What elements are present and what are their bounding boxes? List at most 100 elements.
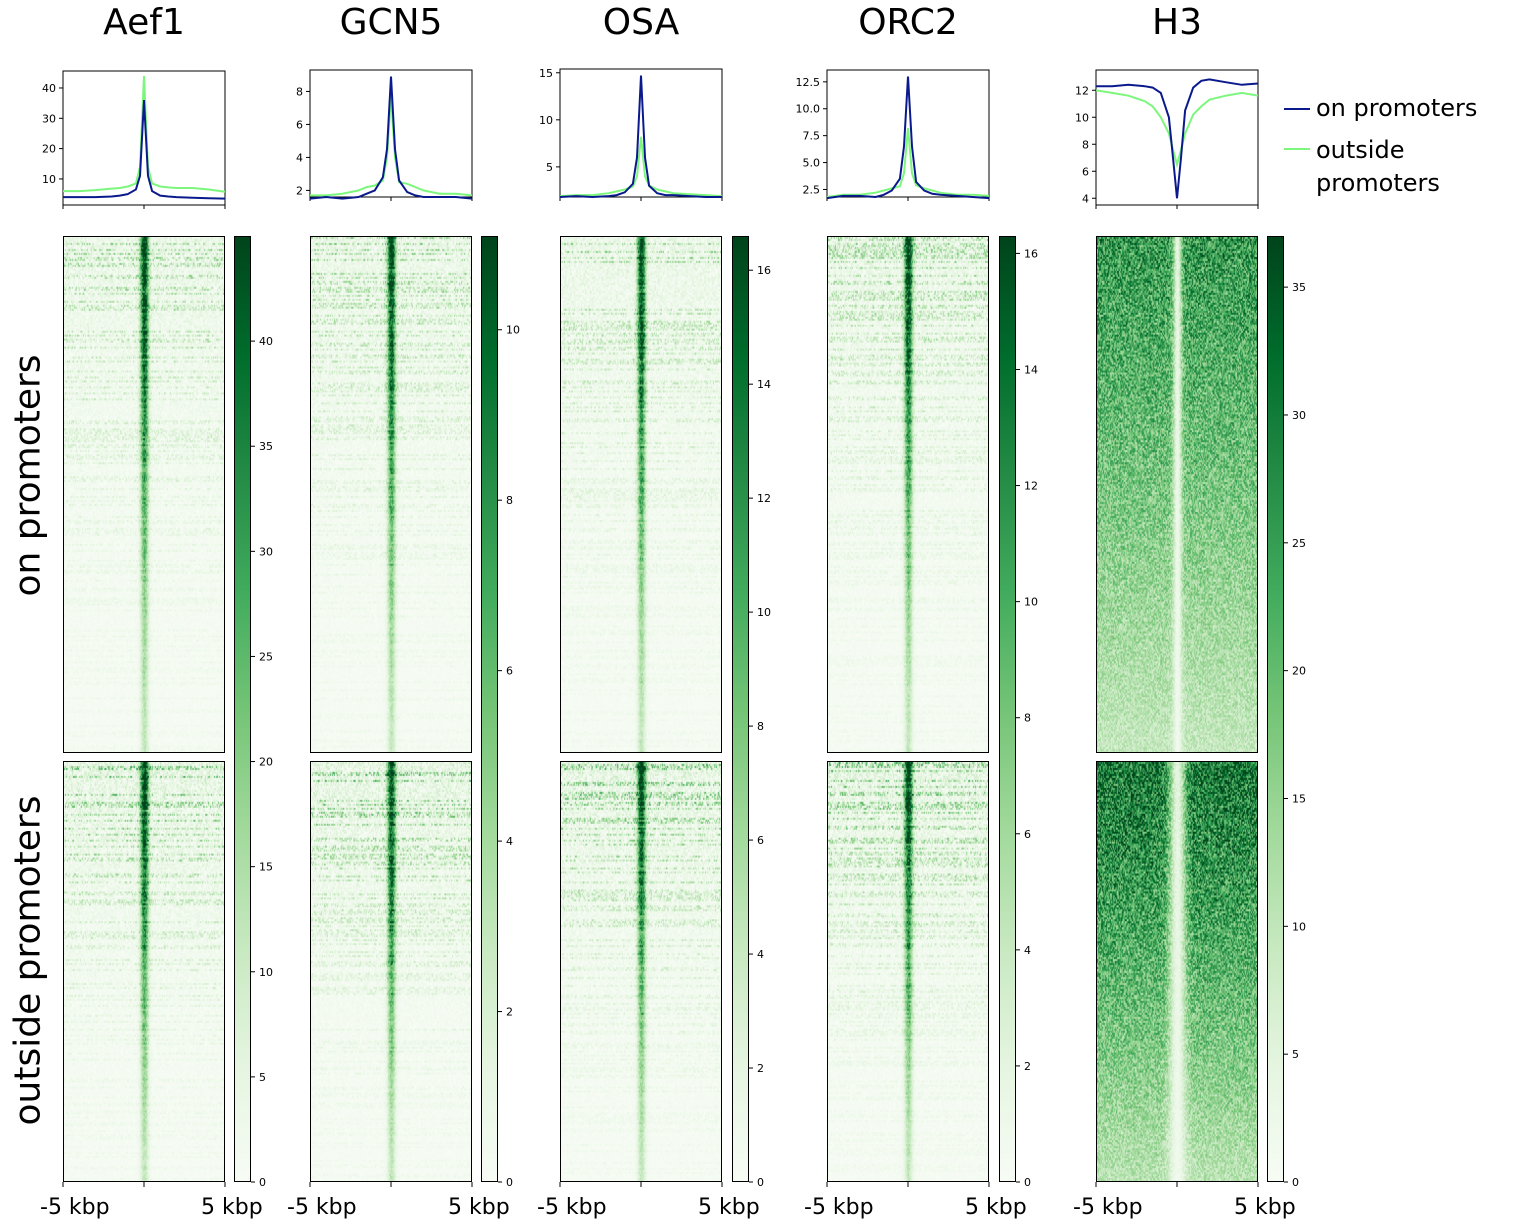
y-tick-label: 12	[1075, 84, 1089, 97]
colorbar-axis-orc2: 0 2 4 6 8 10 12 14 16	[1016, 247, 1038, 1189]
colorbar-tick-label: 20	[259, 756, 273, 769]
colorbar-tick-label: 15	[259, 861, 273, 874]
profile-plot-orc2: 2.5 5.0 7.5 10.0 12.5	[796, 69, 990, 201]
colorbar-tick-label: 10	[506, 324, 520, 337]
legend-swatch	[1284, 108, 1310, 110]
colorbar-tick-label: 25	[259, 650, 273, 663]
x-tick-label-right: 5 kbp	[201, 1195, 263, 1220]
profile-line-outside-promoters	[559, 136, 723, 198]
profile-line-on-promoters	[63, 100, 226, 200]
heatmap-x-ticks	[826, 1182, 990, 1187]
colorbar-tick-label: 5	[259, 1071, 266, 1084]
colorbar-tick-label: 16	[1024, 247, 1038, 260]
heatmap-aef1-on-promoters	[63, 236, 225, 753]
colorbar-tick-label: 15	[1292, 792, 1306, 805]
colorbar-tick-label: 4	[506, 835, 513, 848]
y-tick-label: 2	[296, 184, 303, 197]
profile-plot-h3: 4 6 8 10 12	[1075, 69, 1259, 209]
colorbar-tick-label: 12	[757, 492, 771, 505]
panel-title-aef1: Aef1	[103, 2, 185, 43]
colorbar-tick-label: 20	[1292, 665, 1306, 678]
colorbar-tick-label: 2	[757, 1062, 764, 1075]
y-tick-label: 10	[539, 114, 553, 127]
profile-line-outside-promoters	[63, 75, 226, 193]
profile-frame	[1095, 69, 1259, 206]
y-tick-label: 30	[42, 112, 56, 125]
colorbar-tick-label: 30	[1292, 409, 1306, 422]
x-tick-label-right: 5 kbp	[698, 1195, 760, 1220]
heatmap-orc2-outside-promoters	[827, 761, 989, 1182]
legend-entry-on-promoters: on promoters	[1284, 92, 1477, 124]
x-tick-label-left: -5 kbp	[40, 1195, 110, 1220]
colorbar-tick-label: 40	[259, 335, 273, 348]
x-tick-label-right: 5 kbp	[448, 1195, 510, 1220]
y-tick-label: 5.0	[803, 157, 821, 170]
y-tick-label: 40	[42, 82, 56, 95]
y-tick-label: 10	[1075, 111, 1089, 124]
profile-line-on-promoters	[826, 76, 990, 200]
y-tick-label: 6	[296, 118, 303, 131]
colorbar-tick-label: 6	[506, 665, 513, 678]
colorbar-gcn5	[481, 236, 498, 1182]
profile-plot-aef1: 10 20 30 40	[42, 70, 226, 209]
colorbar-tick-label: 6	[757, 834, 764, 847]
colorbar-tick-label: 6	[1024, 828, 1031, 841]
profile-line-on-promoters	[309, 76, 473, 200]
colorbar-axis-aef1: 0 5 10 15 20 25 30 35 40	[251, 335, 273, 1189]
colorbar-tick-label: 4	[757, 948, 764, 961]
legend-label: outside promoters	[1316, 136, 1440, 197]
colorbar-axis-osa: 0 2 4 6 8 10 12 14 16	[749, 264, 771, 1189]
colorbar-tick-label: 14	[757, 378, 771, 391]
profile-plot-gcn5: 2 4 6 8	[296, 69, 473, 201]
y-tick-label: 20	[42, 143, 56, 156]
colorbar-axis-gcn5: 0 2 4 6 8 10	[498, 324, 520, 1189]
colorbar-osa	[732, 236, 749, 1182]
profile-line-outside-promoters	[1095, 89, 1259, 169]
heatmap-gcn5-outside-promoters	[310, 761, 472, 1182]
profile-line-outside-promoters	[310, 96, 473, 197]
y-tick-label: 7.5	[803, 130, 821, 143]
y-tick-label: 10.0	[796, 103, 821, 116]
y-tick-label: 10	[42, 173, 56, 186]
colorbar-tick-label: 16	[757, 264, 771, 277]
x-tick-label-left: -5 kbp	[804, 1195, 874, 1220]
profile-line-outside-promoters	[826, 128, 990, 198]
y-tick-label: 8	[296, 85, 303, 98]
colorbar-tick-label: 35	[1292, 281, 1306, 294]
profile-line-on-promoters	[1096, 78, 1259, 199]
legend: on promoters outside promoters	[1284, 92, 1477, 199]
panel-title-gcn5: GCN5	[339, 2, 443, 43]
x-tick-label-right: 5 kbp	[1234, 1195, 1296, 1220]
heatmap-osa-outside-promoters	[560, 761, 722, 1182]
row-label-outside-promoters: outside promoters	[7, 795, 49, 1126]
heatmap-aef1-outside-promoters	[63, 761, 225, 1182]
y-tick-label: 12.5	[796, 76, 821, 89]
heatmap-x-ticks	[1095, 1182, 1259, 1187]
colorbar-tick-label: 5	[1292, 1048, 1299, 1061]
colorbar-tick-label: 10	[259, 966, 273, 979]
colorbar-tick-label: 14	[1024, 363, 1038, 376]
y-tick-label: 15	[539, 67, 553, 80]
x-tick-label-right: 5 kbp	[965, 1195, 1027, 1220]
heatmap-x-ticks	[559, 1182, 723, 1187]
panel-title-h3: H3	[1152, 2, 1202, 43]
colorbar-tick-label: 0	[259, 1176, 266, 1189]
colorbar-tick-label: 0	[1024, 1176, 1031, 1189]
colorbar-orc2	[999, 236, 1016, 1182]
colorbar-tick-label: 8	[506, 494, 513, 507]
legend-swatch	[1284, 148, 1310, 151]
colorbar-axis-h3: 0 5 10 15 20 25 30 35	[1284, 281, 1306, 1189]
x-tick-label-left: -5 kbp	[537, 1195, 607, 1220]
panel-title-orc2: ORC2	[858, 2, 958, 43]
y-tick-label: 5	[546, 161, 553, 174]
heatmap-x-ticks	[309, 1182, 473, 1187]
colorbar-tick-label: 0	[506, 1176, 513, 1189]
y-tick-label: 8	[1082, 138, 1089, 151]
colorbar-tick-label: 8	[757, 720, 764, 733]
x-tick-label-left: -5 kbp	[287, 1195, 357, 1220]
colorbar-h3	[1267, 236, 1284, 1182]
legend-entry-outside-promoters: outside promoters	[1284, 134, 1477, 199]
colorbar-tick-label: 0	[757, 1176, 764, 1189]
colorbar-tick-label: 10	[757, 606, 771, 619]
